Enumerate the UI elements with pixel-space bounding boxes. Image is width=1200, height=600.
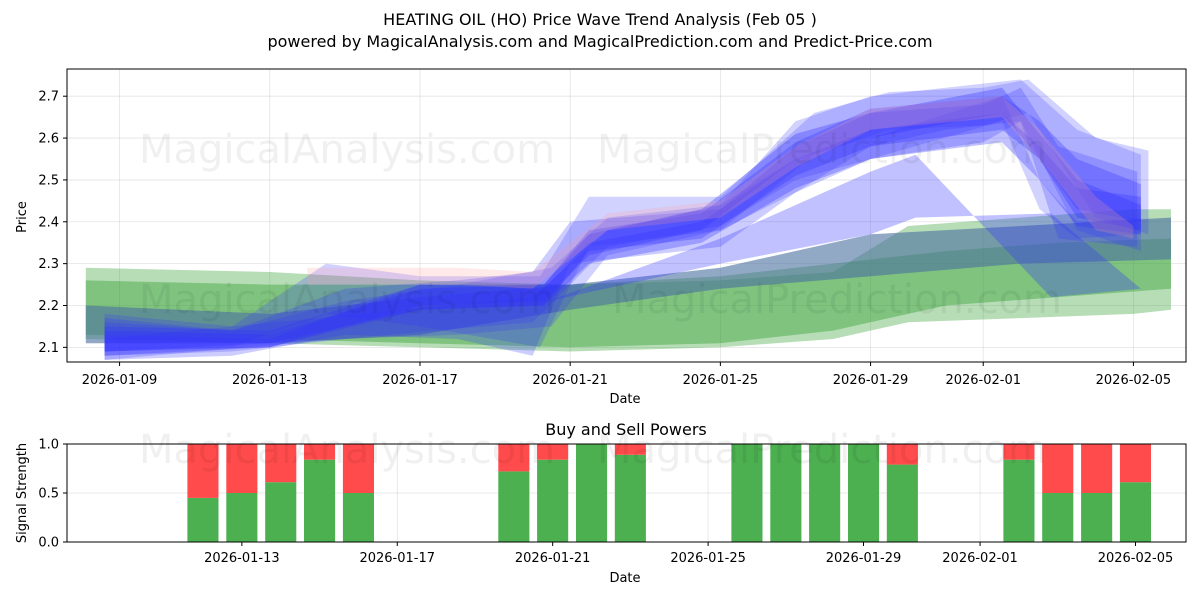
- price-x-tick-label: 2026-01-21: [532, 373, 608, 388]
- price-bands: [85, 79, 1171, 360]
- buy-sell-x-tick-label: 2026-01-13: [204, 551, 280, 566]
- buy-sell-y-axis-label: Signal Strength: [15, 443, 30, 543]
- sell-bar-2026-01-30: [886, 444, 918, 465]
- buy-sell-x-axis-label: Date: [609, 571, 640, 586]
- price-x-tick-label: 2026-02-05: [1096, 373, 1172, 388]
- watermark-analysis-mid: MagicalAnalysis.com: [139, 277, 555, 323]
- sell-bar-2026-01-15: [304, 444, 336, 460]
- buy-bar-2026-01-15: [304, 459, 336, 542]
- buy-bar-2026-01-29: [848, 444, 880, 542]
- buy-bar-2026-01-28: [809, 444, 841, 542]
- sell-bar-2026-01-16: [342, 444, 374, 493]
- price-axes-frame: [66, 68, 1187, 363]
- price-x-tick-label: 2026-01-09: [82, 373, 158, 388]
- blue-band-4: [104, 96, 1141, 352]
- buy-sell-bars: [187, 444, 1151, 542]
- buy-bar-2026-01-13: [226, 493, 258, 542]
- price-x-axis: 2026-01-09 2026-01-13 2026-01-17 2026-01-21…: [82, 362, 1171, 388]
- sell-bar-2026-02-05: [1119, 444, 1151, 483]
- price-x-tick-label: 2026-02-01: [945, 373, 1021, 388]
- buy-bar-2026-01-21: [537, 459, 569, 542]
- watermark-prediction-bottom: MagicalPrediction.com: [597, 427, 1047, 473]
- price-y-tick-label: 2.3: [38, 257, 59, 272]
- buy-sell-x-tick-label: 2026-02-05: [1098, 551, 1174, 566]
- buy-bar-2026-01-16: [342, 493, 374, 542]
- chart-subtitle: powered by MagicalAnalysis.com and Magic…: [267, 32, 932, 51]
- price-x-axis-label: Date: [609, 392, 640, 407]
- watermark-analysis-top: MagicalAnalysis.com: [139, 127, 555, 173]
- sell-bar-2026-02-04: [1081, 444, 1113, 493]
- buy-bar-2026-01-12: [187, 497, 219, 542]
- blue-band-3: [104, 87, 1138, 360]
- price-x-tick-label: 2026-01-13: [232, 373, 308, 388]
- buy-bar-2026-02-03: [1042, 493, 1074, 542]
- buy-bar-2026-01-23: [614, 454, 646, 542]
- sell-bar-2026-01-12: [187, 444, 219, 498]
- sell-bar-2026-01-23: [614, 444, 646, 455]
- buy-bar-2026-01-30: [886, 464, 918, 542]
- buy-bar-2026-01-26: [731, 444, 763, 542]
- sell-bar-2026-02-03: [1042, 444, 1074, 493]
- buy-bar-2026-02-04: [1081, 493, 1113, 542]
- price-x-tick-label: 2026-01-29: [833, 373, 909, 388]
- buy-sell-x-axis: 2026-01-13 2026-01-17 2026-01-21 2026-01-25…: [204, 542, 1173, 566]
- blue-band-8: [547, 154, 1141, 302]
- buy-bar-2026-02-05: [1119, 482, 1151, 542]
- watermark-prediction-mid: MagicalPrediction.com: [612, 277, 1062, 323]
- buy-sell-y-tick-label: 0.5: [38, 487, 59, 502]
- price-y-tick-label: 2.7: [38, 90, 59, 105]
- pink-band: [307, 96, 1134, 289]
- watermark-prediction-top: MagicalPrediction.com: [597, 127, 1047, 173]
- buy-sell-y-tick-label: 1.0: [38, 438, 59, 453]
- watermark-analysis-bottom: MagicalAnalysis.com: [139, 427, 555, 473]
- slate-band: [85, 217, 1171, 344]
- blue-band-2: [104, 79, 1149, 352]
- buy-sell-x-tick-label: 2026-01-17: [359, 551, 435, 566]
- buy-sell-chart: Buy and Sell Powers MagicalAnalysis.com …: [15, 420, 1187, 586]
- price-y-tick-label: 2.1: [38, 341, 59, 356]
- sell-bar-2026-01-13: [226, 444, 258, 493]
- buy-bar-2026-01-14: [265, 482, 297, 542]
- buy-sell-y-tick-label: 0.0: [38, 536, 59, 551]
- buy-sell-y-axis: 0.0 0.5 1.0: [38, 438, 67, 551]
- sell-bar-2026-01-14: [265, 444, 297, 483]
- price-x-tick-label: 2026-01-25: [683, 373, 759, 388]
- buy-bar-2026-01-22: [576, 444, 608, 542]
- price-y-tick-label: 2.2: [38, 299, 59, 314]
- price-y-tick-label: 2.4: [38, 215, 59, 230]
- buy-bar-2026-01-20: [498, 471, 530, 542]
- price-wave-chart: MagicalAnalysis.com MagicalPrediction.co…: [15, 68, 1187, 407]
- buy-sell-title: Buy and Sell Powers: [545, 420, 707, 439]
- blue-band-1: [104, 79, 1141, 356]
- sell-bar-2026-02-02: [1003, 444, 1035, 460]
- price-y-tick-label: 2.6: [38, 132, 59, 147]
- sell-bar-2026-01-20: [498, 444, 530, 472]
- sell-bar-2026-01-21: [537, 444, 569, 460]
- price-x-tick-label: 2026-01-17: [382, 373, 458, 388]
- buy-sell-x-tick-label: 2026-01-29: [826, 551, 902, 566]
- blue-band-7: [104, 96, 1141, 360]
- price-y-tick-label: 2.5: [38, 173, 59, 188]
- price-y-axis: 2.1 2.2 2.3 2.4 2.5 2.6 2.7: [38, 90, 67, 356]
- price-y-axis-label: Price: [15, 201, 30, 233]
- buy-sell-x-tick-label: 2026-01-21: [515, 551, 591, 566]
- chart-title: HEATING OIL (HO) Price Wave Trend Analys…: [383, 10, 817, 29]
- buy-bar-2026-02-02: [1003, 459, 1035, 542]
- buy-sell-x-tick-label: 2026-02-01: [942, 551, 1018, 566]
- buy-bar-2026-01-27: [770, 444, 802, 542]
- buy-sell-x-tick-label: 2026-01-25: [670, 551, 746, 566]
